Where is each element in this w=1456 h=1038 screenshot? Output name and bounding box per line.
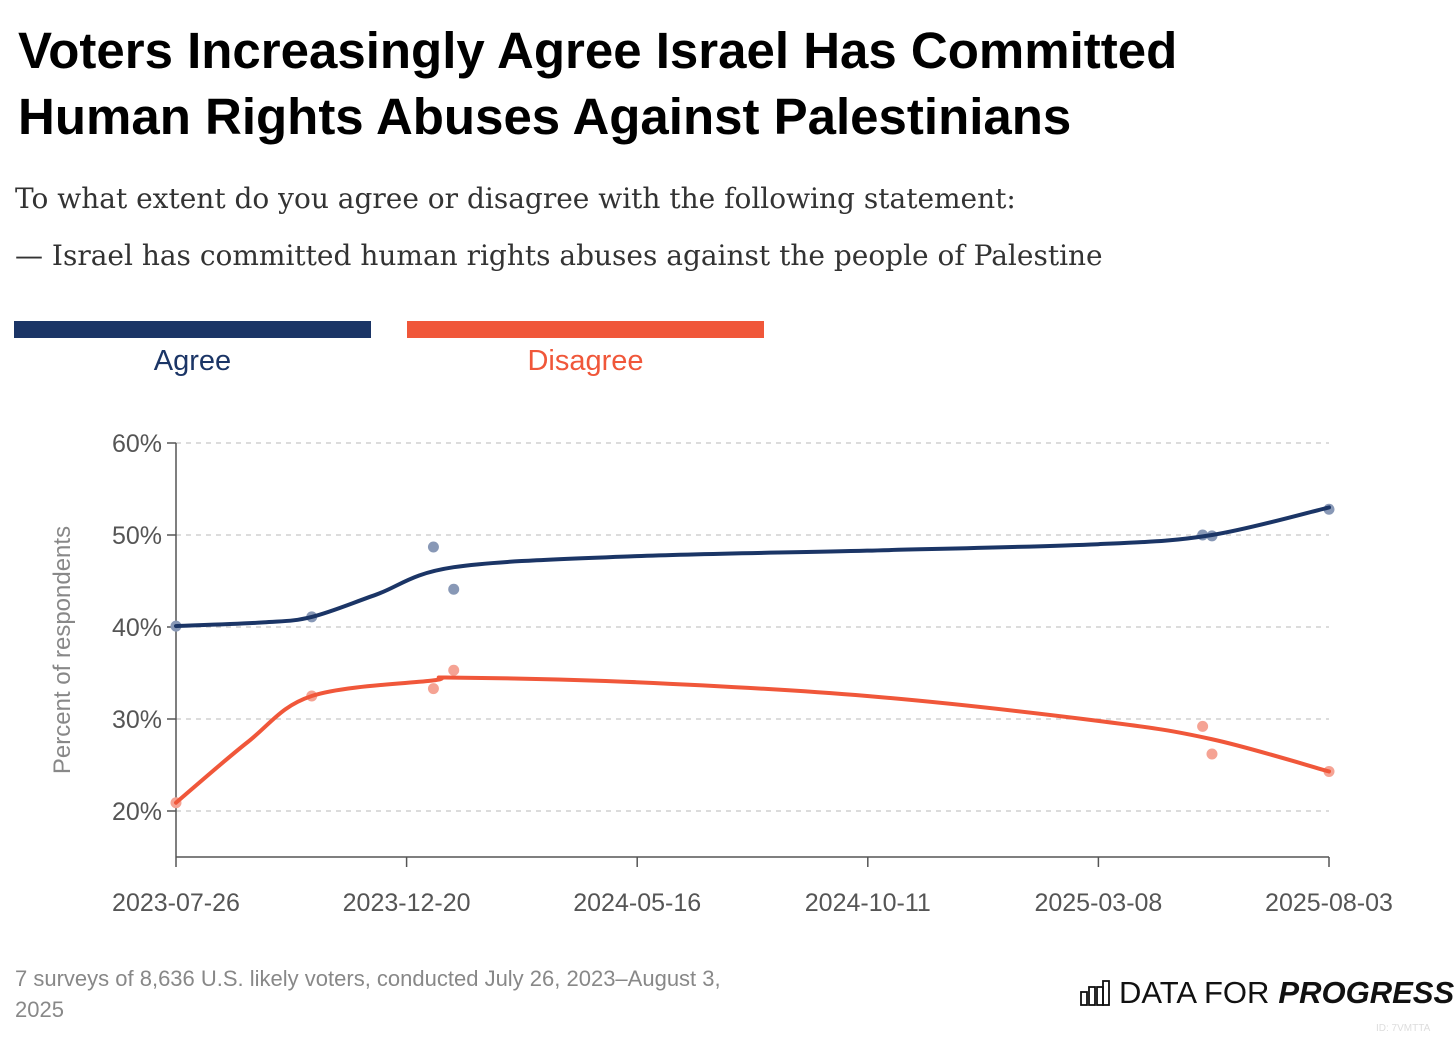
logo: DATA FOR PROGRESS — [1080, 975, 1454, 1011]
logo-text-light: DATA FOR — [1119, 975, 1270, 1010]
x-tick-label: 2023-12-20 — [343, 889, 471, 917]
data-point-agree — [448, 583, 460, 595]
subtitle-question: To what extent do you agree or disagree … — [15, 182, 1016, 215]
y-tick-label: 20% — [112, 798, 162, 826]
data-point-disagree — [448, 664, 460, 676]
y-tick-label: 50% — [112, 522, 162, 550]
y-axis-label: Percent of respondents — [49, 526, 76, 774]
x-tick-label: 2025-03-08 — [1034, 889, 1162, 917]
x-tick-label: 2024-10-11 — [805, 889, 931, 917]
data-point-agree — [427, 541, 439, 553]
data-point-disagree — [1197, 720, 1209, 732]
legend-swatch-agree — [14, 321, 371, 338]
trend-line-disagree — [174, 675, 1331, 805]
x-tick-label: 2023-07-26 — [112, 889, 240, 917]
chart-id: ID: 7VMTTA — [1376, 1023, 1431, 1034]
y-tick-label: 60% — [112, 430, 162, 458]
legend-label-disagree: Disagree — [527, 345, 644, 377]
x-tick-label: 2025-08-03 — [1265, 889, 1393, 917]
y-tick-label: 30% — [112, 706, 162, 734]
data-point-disagree — [427, 683, 439, 695]
legend-label-agree: Agree — [153, 345, 232, 377]
title-line-2: Human Rights Abuses Against Palestinians — [18, 88, 1072, 145]
y-tick-label: 40% — [112, 614, 162, 642]
legend-swatch-disagree — [407, 321, 764, 338]
chart-title: Voters Increasingly Agree Israel Has Com… — [18, 18, 1177, 150]
x-tick-label: 2024-05-16 — [573, 889, 701, 917]
subtitle-statement: — Israel has committed human rights abus… — [15, 239, 1103, 272]
data-point-disagree — [1206, 748, 1218, 760]
trend-line-agree — [174, 505, 1331, 629]
title-line-1: Voters Increasingly Agree Israel Has Com… — [18, 22, 1178, 79]
logo-text-bold: PROGRESS — [1278, 975, 1455, 1010]
bar-chart-icon — [1080, 980, 1110, 1006]
footnote: 7 surveys of 8,636 U.S. likely voters, c… — [15, 966, 721, 1022]
